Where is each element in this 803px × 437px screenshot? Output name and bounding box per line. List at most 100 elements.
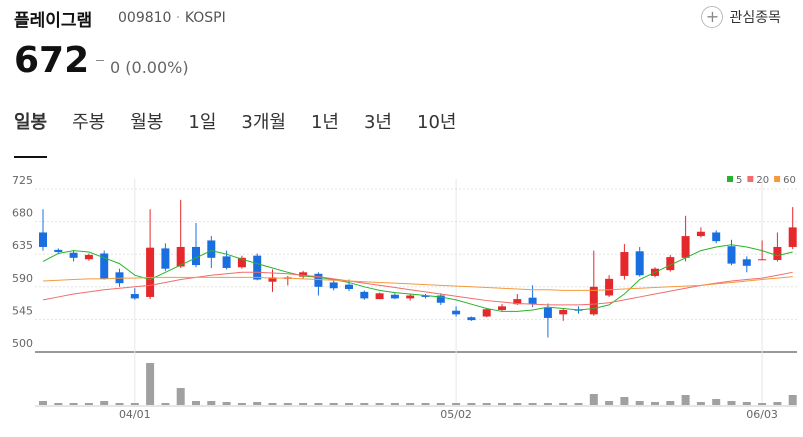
candle-body — [528, 297, 537, 305]
period-tab[interactable]: 3개월 — [241, 112, 286, 133]
volume-bar — [115, 403, 124, 405]
candle-body — [498, 306, 506, 310]
candle-body — [513, 299, 522, 305]
volume-bar — [406, 403, 415, 405]
period-tab[interactable]: 3년 — [363, 112, 392, 133]
volume-bar — [69, 403, 78, 405]
candle-body — [773, 246, 782, 260]
market: KOSPI — [184, 10, 226, 26]
volume-bar — [253, 402, 262, 405]
volume-bar — [559, 403, 568, 405]
volume-bar — [39, 401, 47, 405]
volume-bar — [635, 401, 644, 405]
period-tab[interactable]: 10년 — [417, 112, 457, 133]
legend-swatch — [747, 176, 754, 182]
volume-bar — [237, 403, 246, 405]
volume-bar — [758, 403, 767, 405]
candle-body — [237, 257, 246, 268]
candle-body — [299, 272, 308, 277]
volume-bar — [421, 403, 430, 405]
y-tick-label: 680 — [12, 207, 33, 220]
candle-body — [54, 249, 63, 253]
volume-bar — [345, 403, 353, 405]
volume-bar — [605, 401, 614, 405]
volume-bar — [498, 403, 506, 405]
volume-bar — [681, 395, 690, 405]
volume-bar — [666, 401, 675, 405]
candle-body — [712, 232, 721, 242]
volume-bar — [84, 403, 93, 405]
chart: 500 545 590 635 680 725 04/01 05/02 06/03 5 20 60 — [12, 174, 797, 421]
volume-bar — [620, 397, 629, 405]
candle-body — [375, 293, 384, 300]
period-tab[interactable]: 주봉 — [72, 112, 106, 133]
period-tab[interactable]: 일봉 — [14, 108, 48, 158]
stock-name: 플레이그램 — [14, 11, 93, 31]
candle-body — [467, 317, 476, 321]
candle-body — [176, 246, 185, 267]
volume-bar — [146, 363, 155, 405]
candle-body — [589, 286, 598, 315]
volume-bar — [589, 394, 598, 405]
period-tab[interactable]: 1년 — [310, 112, 339, 133]
legend-label: 5 — [736, 175, 742, 186]
candle-body — [222, 256, 231, 268]
candle-body — [696, 231, 705, 237]
candle-body — [192, 246, 200, 266]
x-tick-label: 04/01 — [119, 408, 151, 421]
volume-bar — [696, 402, 705, 405]
candle-body — [39, 232, 47, 247]
candle-body — [268, 277, 277, 282]
candle-body — [452, 310, 461, 315]
favorite-label: 관심종목 — [729, 10, 781, 26]
candle-body — [314, 273, 323, 287]
y-tick-label: 725 — [12, 174, 33, 187]
volume-bar — [390, 403, 399, 405]
volume-bar — [742, 402, 751, 405]
candle-body — [436, 295, 445, 303]
volume-bar — [207, 401, 216, 405]
flat-icon — [96, 60, 104, 61]
volume-bar — [467, 403, 476, 405]
candle-body — [681, 236, 690, 258]
candle-body — [390, 294, 399, 299]
candle-body — [329, 282, 338, 289]
candle-body — [758, 259, 767, 261]
volume-bar — [314, 403, 323, 405]
legend-label: 60 — [783, 175, 796, 186]
candle-body — [543, 307, 552, 318]
favorite-button[interactable]: + 관심종목 — [701, 6, 781, 28]
candle-body — [406, 295, 415, 299]
y-tick-label: 545 — [12, 304, 33, 317]
x-tick-label: 05/02 — [440, 408, 472, 421]
volume-bar — [651, 402, 659, 405]
y-tick-label: 590 — [12, 272, 33, 285]
candle-body — [635, 251, 644, 276]
volume-bar — [329, 403, 338, 405]
period-tab[interactable]: 1일 — [188, 112, 217, 133]
separator: · — [175, 10, 181, 26]
volume-bar — [375, 403, 384, 405]
candle-body — [620, 252, 629, 276]
volume-bar — [283, 403, 292, 405]
candle-body — [146, 247, 155, 297]
volume-bar — [482, 403, 491, 405]
volume-bar — [360, 403, 369, 405]
candle-body — [69, 252, 78, 258]
volume-bar — [268, 403, 277, 405]
moving-average-line — [42, 244, 793, 312]
volume-bar — [528, 403, 537, 405]
period-tab[interactable]: 월봉 — [130, 112, 164, 133]
volume-bar — [161, 403, 170, 405]
legend-swatch — [727, 176, 733, 182]
candle-body — [666, 257, 675, 271]
candle-body — [360, 291, 369, 299]
volume-bar — [452, 403, 461, 405]
volume-bar — [54, 403, 63, 405]
period-tabs: 일봉 주봉 월봉 1일 3개월 1년 3년 10년 — [14, 108, 481, 158]
y-tick-label: 500 — [12, 337, 33, 350]
volume-bar — [773, 402, 782, 405]
volume-bar — [222, 402, 231, 405]
y-tick-label: 635 — [12, 239, 33, 252]
candle-body — [130, 294, 139, 299]
